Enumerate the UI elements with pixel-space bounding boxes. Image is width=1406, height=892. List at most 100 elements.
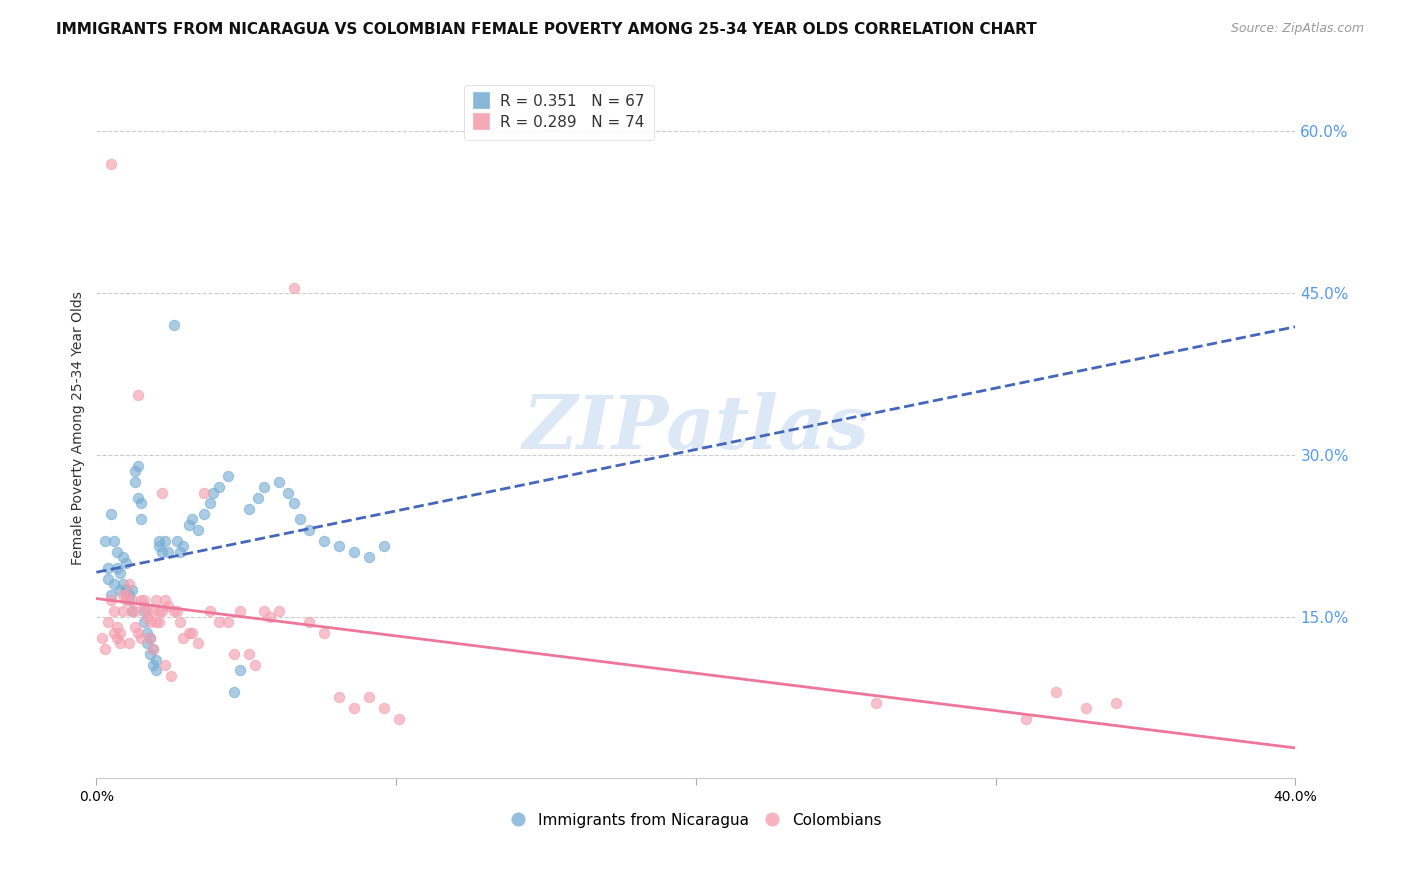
Text: Source: ZipAtlas.com: Source: ZipAtlas.com (1230, 22, 1364, 36)
Point (112, 577, 135, 591)
Point (100, 157, 122, 171)
Point (359, 550, 381, 565)
Point (172, 631, 194, 645)
Point (224, 647, 246, 661)
Point (94, 641, 117, 656)
Point (100, 593, 122, 607)
Point (187, 523, 209, 537)
Point (217, 615, 239, 629)
Point (148, 615, 170, 629)
Point (314, 625, 336, 640)
Y-axis label: Female Poverty Among 25-34 Year Olds: Female Poverty Among 25-34 Year Olds (72, 291, 86, 565)
Point (118, 593, 141, 607)
Point (200, 496, 222, 510)
Point (103, 604, 125, 618)
Point (110, 636, 132, 650)
Point (94, 534, 117, 549)
Point (163, 604, 186, 618)
Point (373, 540, 395, 554)
Point (247, 491, 270, 505)
Point (145, 615, 167, 629)
Point (1014, 712, 1036, 726)
Point (202, 485, 225, 500)
Point (238, 501, 260, 516)
Point (145, 664, 167, 678)
Point (139, 647, 162, 661)
Point (131, 496, 153, 510)
Point (115, 582, 138, 597)
Point (97, 615, 120, 629)
Point (103, 625, 125, 640)
Point (127, 625, 149, 640)
Point (229, 664, 252, 678)
Point (328, 540, 350, 554)
Point (208, 480, 231, 494)
Point (136, 609, 159, 624)
Point (100, 588, 122, 602)
Point (277, 485, 299, 500)
Point (148, 604, 170, 618)
Point (155, 593, 177, 607)
Point (150, 545, 173, 559)
Point (142, 658, 165, 673)
Legend: Immigrants from Nicaragua, Colombians: Immigrants from Nicaragua, Colombians (505, 806, 887, 834)
Point (157, 545, 180, 559)
Point (169, 545, 191, 559)
Point (131, 512, 153, 526)
Point (112, 588, 135, 602)
Point (148, 540, 170, 554)
Point (343, 701, 366, 715)
Point (193, 485, 215, 500)
Point (105, 545, 128, 559)
Point (139, 631, 162, 645)
Point (157, 599, 180, 613)
Point (121, 582, 143, 597)
Text: ZIPatlas: ZIPatlas (523, 392, 869, 464)
Point (97, 572, 120, 586)
Point (166, 534, 188, 549)
Point (245, 658, 267, 673)
Point (142, 641, 165, 656)
Text: IMMIGRANTS FROM NICARAGUA VS COLOMBIAN FEMALE POVERTY AMONG 25-34 YEAR OLDS CORR: IMMIGRANTS FROM NICARAGUA VS COLOMBIAN F… (56, 22, 1038, 37)
Point (124, 475, 146, 489)
Point (343, 545, 366, 559)
Point (115, 588, 138, 602)
Point (298, 615, 321, 629)
Point (124, 464, 146, 478)
Point (217, 469, 239, 483)
Point (179, 625, 201, 640)
Point (139, 631, 162, 645)
Point (259, 609, 281, 624)
Point (283, 281, 305, 295)
Point (193, 507, 215, 521)
Point (166, 604, 188, 618)
Point (298, 523, 321, 537)
Point (134, 593, 156, 607)
Point (224, 685, 246, 699)
Point (181, 625, 204, 640)
Point (155, 658, 177, 673)
Point (131, 593, 153, 607)
Point (112, 550, 135, 565)
Point (105, 631, 128, 645)
Point (115, 556, 138, 570)
Point (328, 690, 350, 705)
Point (103, 577, 125, 591)
Point (163, 318, 186, 333)
Point (373, 701, 395, 715)
Point (865, 696, 887, 710)
Point (314, 534, 336, 549)
Point (110, 625, 132, 640)
Point (118, 588, 141, 602)
Point (131, 631, 153, 645)
Point (100, 507, 122, 521)
Point (127, 458, 149, 473)
Point (1104, 696, 1126, 710)
Point (97, 561, 120, 575)
Point (160, 669, 183, 683)
Point (181, 512, 204, 526)
Point (388, 712, 411, 726)
Point (112, 604, 135, 618)
Point (105, 620, 128, 634)
Point (1045, 685, 1067, 699)
